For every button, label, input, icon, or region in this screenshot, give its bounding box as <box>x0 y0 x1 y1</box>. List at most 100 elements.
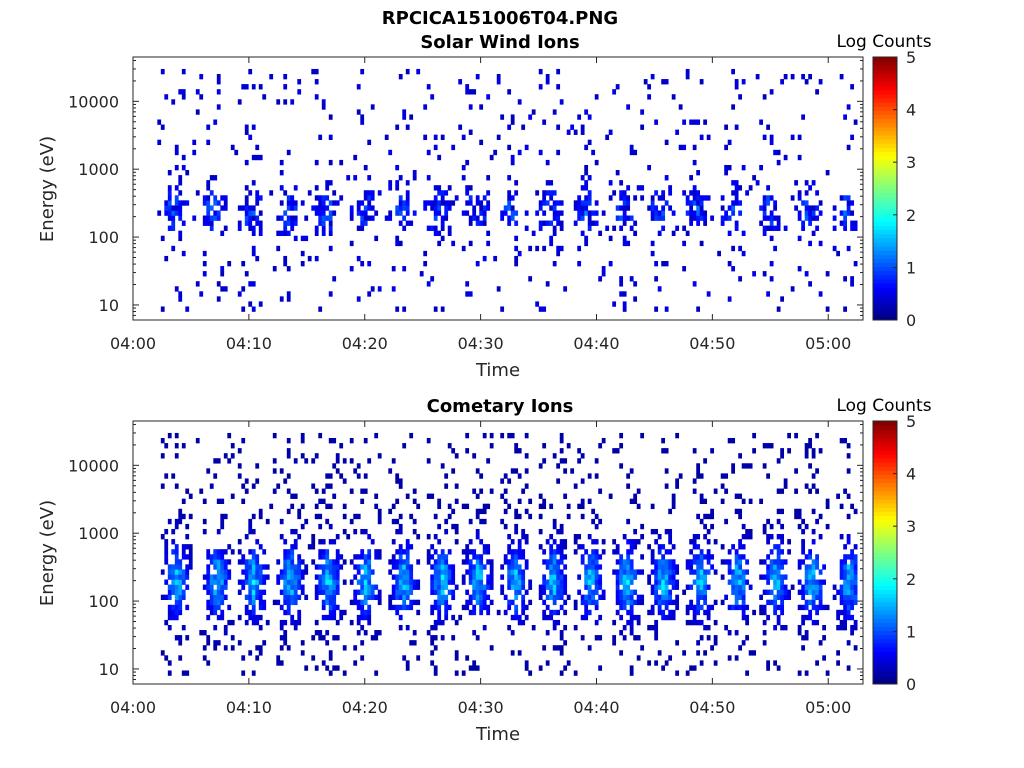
heatmap-cell <box>164 255 169 262</box>
heatmap-cell <box>741 523 746 530</box>
heatmap-cell <box>475 508 480 515</box>
heatmap-cell <box>514 260 519 267</box>
colorbar-tick-label: 1 <box>906 622 916 641</box>
heatmap-cell <box>748 463 753 469</box>
heatmap-cell <box>699 635 704 641</box>
heatmap-cell <box>741 589 746 595</box>
heatmap-cell <box>748 650 753 656</box>
heatmap-cell <box>741 579 746 585</box>
heatmap-cell <box>328 200 333 206</box>
heatmap-cell <box>283 84 288 90</box>
heatmap-cell <box>850 584 855 590</box>
heatmap-cell <box>293 589 298 595</box>
heatmap-cell <box>251 604 256 611</box>
heatmap-cell <box>335 604 340 611</box>
heatmap-cell <box>524 604 529 611</box>
heatmap-cell <box>668 559 673 565</box>
heatmap-cell <box>395 559 400 565</box>
heatmap-cell <box>811 599 816 606</box>
heatmap-cell <box>209 215 214 221</box>
heatmap-cell <box>293 528 298 535</box>
heatmap-cell <box>405 569 410 575</box>
heatmap-cell <box>486 458 491 464</box>
heatmap-cell <box>587 569 592 575</box>
heatmap-cell <box>783 483 788 489</box>
heatmap-cell <box>171 549 176 555</box>
heatmap-cell <box>479 589 484 595</box>
heatmap-cell <box>594 599 599 606</box>
heatmap-cell <box>661 190 666 196</box>
heatmap-cell <box>283 225 288 231</box>
heatmap-cell <box>433 564 438 570</box>
heatmap-cell <box>839 599 844 606</box>
heatmap-cell <box>661 225 666 231</box>
heatmap-cell <box>580 554 585 560</box>
colorbar-segment <box>873 311 897 317</box>
heatmap-cell <box>465 448 470 454</box>
heatmap-cell <box>258 564 263 570</box>
heatmap-cell <box>174 609 179 616</box>
heatmap-cell <box>423 205 428 211</box>
heatmap-cell <box>307 255 312 262</box>
heatmap-cell <box>766 564 771 570</box>
colorbar-segment <box>873 274 897 280</box>
heatmap-cell <box>703 574 708 580</box>
heatmap-cell <box>290 569 295 575</box>
heatmap-cell <box>727 230 732 237</box>
heatmap-cell <box>594 210 599 216</box>
heatmap-cell <box>367 458 372 464</box>
heatmap-cell <box>825 170 830 176</box>
heatmap-cell <box>328 225 333 231</box>
heatmap-cell <box>402 604 407 611</box>
heatmap-cell <box>360 220 365 226</box>
heatmap-cell <box>699 559 704 565</box>
heatmap-cell <box>377 589 382 595</box>
colorbar-segment <box>873 449 897 455</box>
heatmap-cell <box>559 604 564 611</box>
heatmap-cell <box>762 630 767 636</box>
heatmap-cell <box>724 559 729 565</box>
heatmap-cell <box>237 549 242 555</box>
heatmap-cell <box>356 200 361 206</box>
heatmap-cell <box>853 544 858 550</box>
heatmap-cell <box>839 619 844 626</box>
heatmap-cell <box>843 589 848 595</box>
heatmap-cell <box>430 589 435 595</box>
heatmap-cell <box>300 250 305 257</box>
heatmap-cell <box>552 215 557 221</box>
heatmap-cell <box>804 443 809 449</box>
heatmap-cell <box>468 594 473 601</box>
heatmap-cell <box>213 195 218 201</box>
heatmap-cell <box>472 210 477 216</box>
heatmap-cell <box>164 205 169 211</box>
heatmap-cell <box>206 185 211 191</box>
heatmap-cell <box>391 458 396 464</box>
heatmap-cell <box>465 281 470 287</box>
heatmap-cell <box>601 271 606 277</box>
heatmap-cell <box>426 149 431 156</box>
heatmap-cell <box>286 473 291 479</box>
heatmap-cell <box>675 604 680 611</box>
heatmap-cell <box>370 195 375 201</box>
heatmap-cell <box>178 518 183 525</box>
heatmap-cell <box>447 443 452 449</box>
heatmap-cell <box>507 124 512 130</box>
heatmap-cell <box>633 220 638 226</box>
heatmap-cell <box>808 549 813 555</box>
heatmap-cell <box>794 488 799 494</box>
heatmap-cell <box>395 528 400 535</box>
heatmap-cell <box>773 574 778 580</box>
heatmap-cell <box>675 478 680 484</box>
colorbar-segment <box>873 196 897 202</box>
heatmap-cell <box>321 579 326 585</box>
heatmap-cell <box>692 185 697 191</box>
heatmap-cell <box>178 190 183 196</box>
colorbar-segment <box>873 258 897 263</box>
heatmap-cell <box>391 286 396 292</box>
heatmap-cell <box>181 200 186 206</box>
heatmap-cell <box>185 670 190 676</box>
heatmap-cell <box>360 119 365 125</box>
heatmap-cell <box>601 589 606 595</box>
heatmap-cell <box>360 549 365 555</box>
colorbar-segment <box>873 675 897 681</box>
